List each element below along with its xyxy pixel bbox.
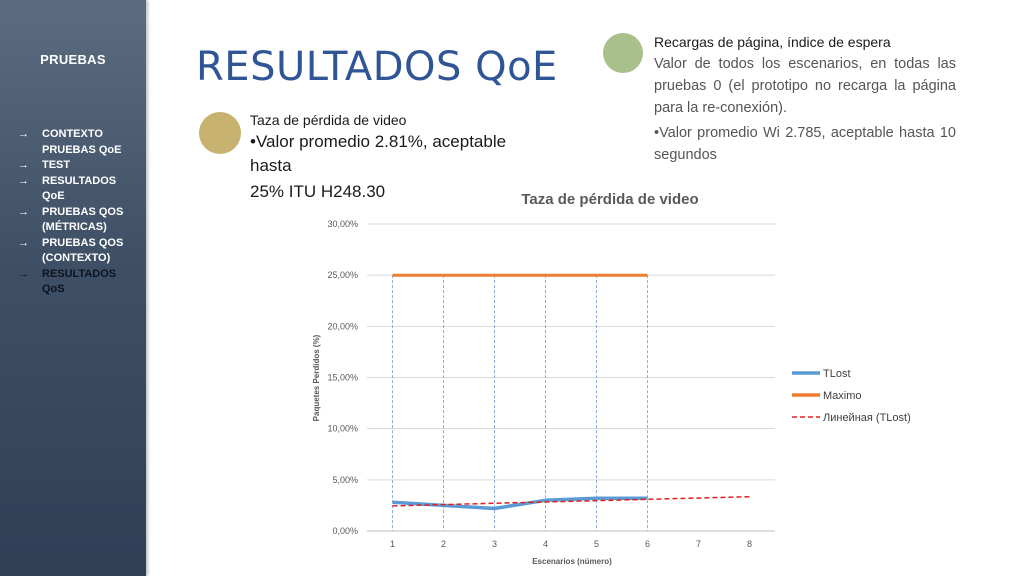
y-tick-label: 20,00% bbox=[327, 321, 358, 331]
sidebar-item-pruebas-qos-contexto[interactable]: → PRUEBAS QOS (CONTEXTO) bbox=[18, 236, 142, 267]
arrow-right-icon: → bbox=[18, 174, 29, 187]
reload-paragraph-2: •Valor promedio Wi 2.785, aceptable hast… bbox=[654, 125, 956, 163]
legend-trendline-label: Линейная (TLost) bbox=[823, 412, 911, 424]
y-axis-label: Paquetes Perdidos (%) bbox=[312, 334, 321, 421]
video-loss-summary: Taza de pérdida de video •Valor promedio… bbox=[250, 112, 540, 204]
sidebar: PRUEBAS → CONTEXTO PRUEBAS QoE → TEST → … bbox=[0, 0, 146, 576]
video-loss-line-2: 25% ITU H248.30 bbox=[250, 182, 386, 201]
reload-subtitle: Recargas de página, índice de espera bbox=[654, 34, 891, 50]
sidebar-item-pruebas-qos-metricas[interactable]: → PRUEBAS QOS (MÉTRICAS) bbox=[18, 205, 142, 236]
gridlines bbox=[367, 223, 775, 532]
trendline-tlost bbox=[392, 495, 750, 507]
series bbox=[392, 273, 750, 511]
y-tick-label: 5,00% bbox=[332, 475, 358, 485]
arrow-right-icon: → bbox=[18, 159, 29, 171]
sidebar-item-resultados-qos[interactable]: → RESULTADOS QoS bbox=[18, 267, 142, 298]
x-tick-label: 2 bbox=[441, 539, 446, 549]
sidebar-item-label: RESULTADOS QoS bbox=[42, 267, 117, 296]
y-tick-label: 10,00% bbox=[327, 424, 358, 434]
arrow-right-icon: → bbox=[18, 267, 29, 280]
sidebar-item-test[interactable]: → TEST bbox=[18, 158, 142, 174]
sidebar-nav: → CONTEXTO PRUEBAS QoE → TEST → RESULTAD… bbox=[18, 127, 142, 298]
x-tick-label: 4 bbox=[543, 539, 548, 549]
x-axis-label: Escenarios (número) bbox=[532, 557, 612, 566]
y-tick-label: 15,00% bbox=[327, 373, 358, 383]
sidebar-item-label: RESULTADOS QoE bbox=[42, 174, 117, 203]
arrow-right-icon: → bbox=[18, 236, 29, 249]
sidebar-item-contexto-pruebas-qoe[interactable]: → CONTEXTO PRUEBAS QoE bbox=[18, 127, 142, 158]
y-tick-label: 25,00% bbox=[327, 270, 358, 280]
sidebar-item-label: PRUEBAS QOS (MÉTRICAS) bbox=[42, 205, 124, 234]
sidebar-item-label: TEST bbox=[42, 159, 71, 171]
y-tick-label: 0,00% bbox=[332, 526, 358, 536]
axes: Paquetes Perdidos (%) Escenarios (número… bbox=[312, 219, 752, 566]
reload-paragraph-1: Valor de todos los escenarios, en todas … bbox=[654, 56, 956, 116]
x-tick-label: 3 bbox=[492, 539, 497, 549]
sidebar-item-label: PRUEBAS QOS (CONTEXTO) bbox=[42, 236, 124, 265]
legend: TLost Maximo Линейная (TLost) bbox=[792, 368, 911, 424]
page-title: RESULTADOS QoE bbox=[196, 44, 558, 90]
video-loss-line-1: •Valor promedio 2.81%, aceptable hasta bbox=[250, 132, 507, 175]
bullet-circle-icon bbox=[603, 33, 643, 73]
x-tick-label: 8 bbox=[747, 539, 752, 549]
bullet-circle-icon bbox=[199, 112, 241, 154]
arrow-right-icon: → bbox=[18, 205, 29, 218]
reload-summary: Recargas de página, índice de espera Val… bbox=[654, 34, 956, 166]
drop-lines bbox=[392, 275, 648, 531]
x-tick-label: 5 bbox=[594, 539, 599, 549]
x-tick-label: 1 bbox=[390, 539, 395, 549]
sidebar-item-label: CONTEXTO PRUEBAS QoE bbox=[42, 128, 122, 156]
legend-maximo-label: Maximo bbox=[823, 390, 862, 402]
legend-tlost-label: TLost bbox=[823, 368, 851, 380]
arrow-right-icon: → bbox=[18, 128, 29, 140]
video-loss-subtitle: Taza de pérdida de video bbox=[250, 112, 407, 128]
sidebar-item-resultados-qoe[interactable]: → RESULTADOS QoE bbox=[18, 174, 142, 205]
x-tick-label: 7 bbox=[696, 539, 701, 549]
chart-title: Taza de pérdida de video bbox=[521, 191, 699, 208]
sidebar-title: PRUEBAS bbox=[40, 52, 106, 67]
y-tick-label: 30,00% bbox=[327, 219, 358, 229]
x-tick-label: 6 bbox=[645, 539, 650, 549]
video-loss-chart: Paquetes Perdidos (%) Escenarios (número… bbox=[312, 219, 911, 566]
